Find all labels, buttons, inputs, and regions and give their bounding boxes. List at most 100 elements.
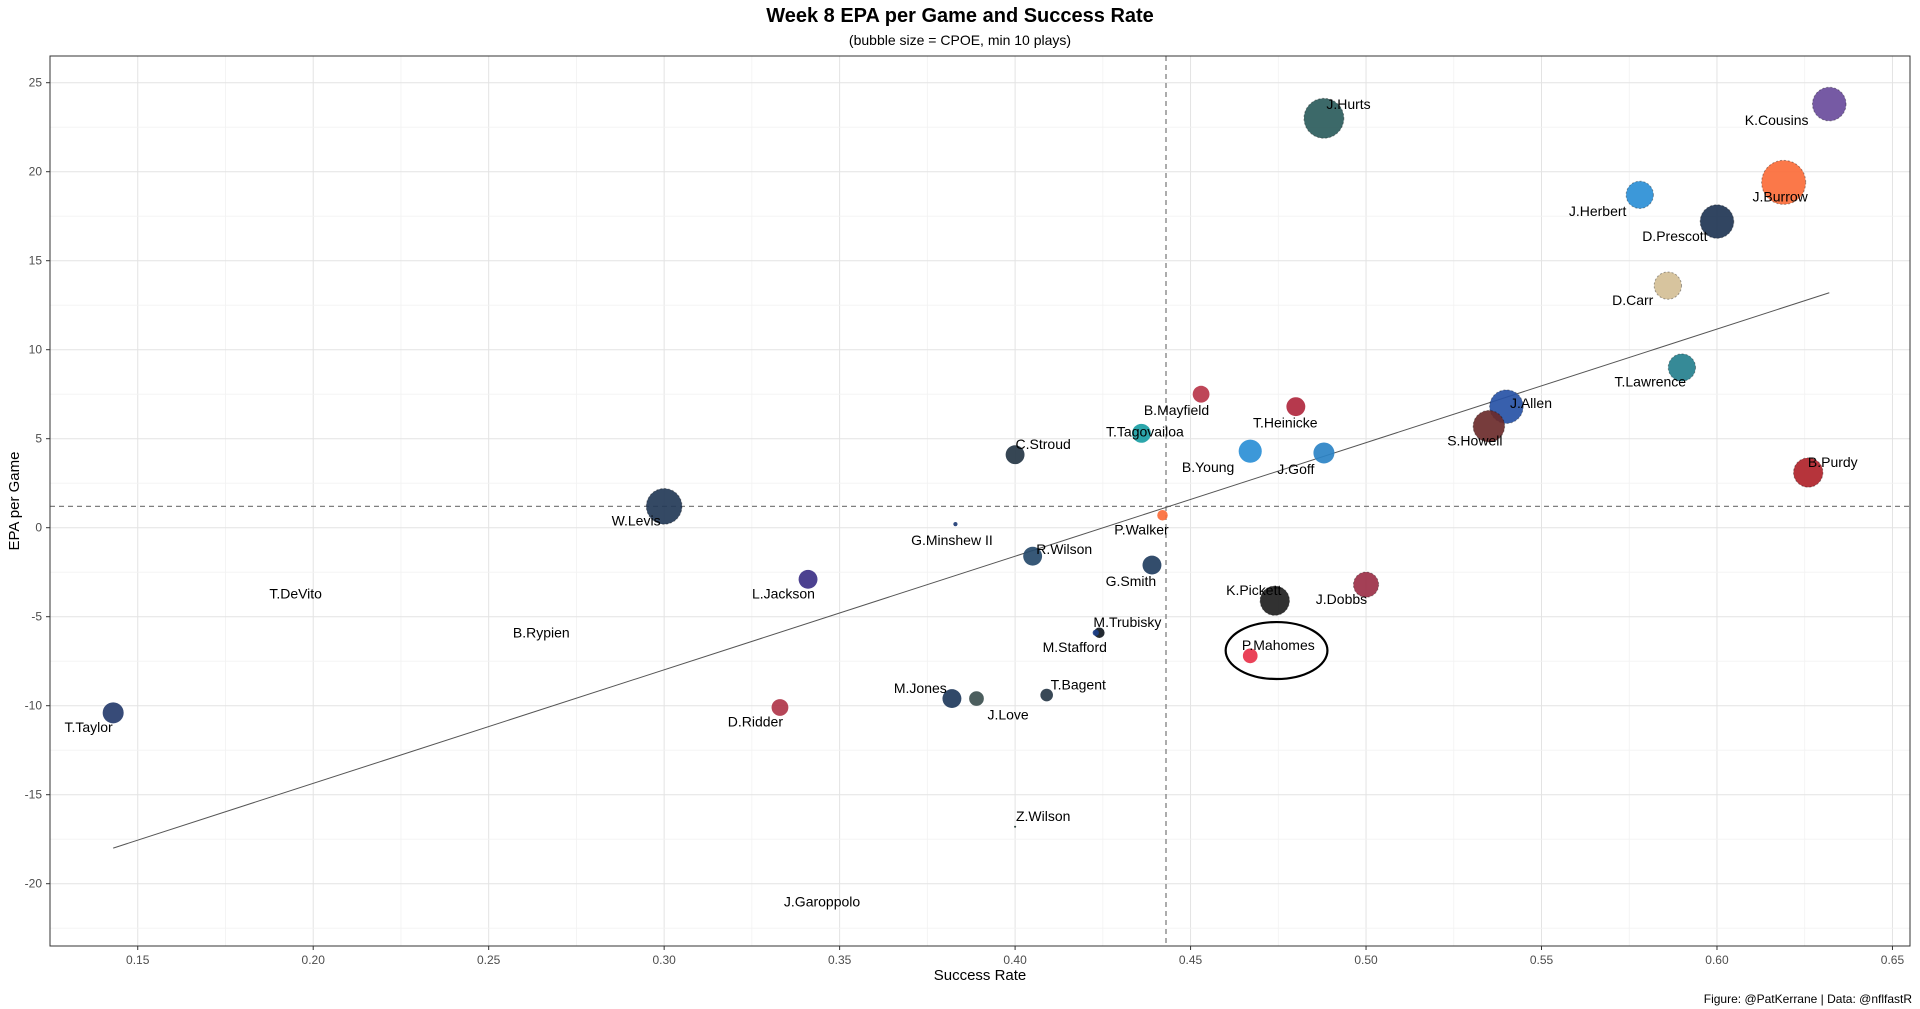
data-point <box>1040 688 1053 702</box>
point-label: D.Prescott <box>1642 228 1707 244</box>
x-tick-label: 0.60 <box>1705 953 1729 967</box>
y-tick-label: 25 <box>29 76 43 90</box>
data-point <box>798 569 818 589</box>
x-tick-label: 0.15 <box>126 953 150 967</box>
data-point <box>1142 555 1162 575</box>
data-point <box>1014 825 1017 828</box>
data-point <box>1005 445 1025 465</box>
point-label: T.Taylor <box>64 719 113 735</box>
plot-border <box>49 55 1911 947</box>
x-axis-title: Success Rate <box>934 967 1027 984</box>
data-point <box>1192 385 1210 403</box>
x-tick-label: 0.35 <box>828 953 852 967</box>
y-tick-label: -5 <box>31 610 42 624</box>
data-point <box>969 691 984 706</box>
data-point <box>1286 397 1306 417</box>
chart-subtitle: (bubble size = CPOE, min 10 plays) <box>848 32 1072 48</box>
highlight-ellipse <box>1224 620 1329 681</box>
data-point <box>1472 409 1506 443</box>
y-tick-label: -20 <box>25 877 43 891</box>
plot-background <box>50 56 1910 946</box>
data-point <box>1259 585 1290 616</box>
point-label: K.Pickett <box>1226 582 1281 598</box>
x-tick-label: 0.30 <box>652 953 676 967</box>
point-label: L.Jackson <box>752 586 815 602</box>
data-point <box>1667 353 1697 382</box>
data-point <box>1023 546 1043 566</box>
data-point <box>1653 271 1682 300</box>
y-axis-title: EPA per Game <box>6 452 23 551</box>
axes: 0.15 0.20 0.25 0.30 0.35 0.40 0.45 0.50 0.55 0.60… <box>25 76 1905 967</box>
x-tick-label: 0.20 <box>302 953 326 967</box>
point-label: B.Mayfield <box>1144 402 1209 418</box>
y-tick-label: -10 <box>25 699 43 713</box>
point-label: K.Cousins <box>1745 112 1809 128</box>
point-label: J.Allen <box>1510 395 1552 411</box>
point-label: P.Mahomes <box>1242 637 1315 653</box>
point-label: T.Bagent <box>1051 676 1106 692</box>
y-tick-label: -15 <box>25 788 43 802</box>
data-point <box>1157 509 1168 521</box>
data-point <box>645 487 683 525</box>
x-tick-label: 0.40 <box>1003 953 1027 967</box>
point-label: G.Smith <box>1106 573 1157 589</box>
data-point <box>1761 159 1807 205</box>
point-label: Z.Wilson <box>1016 808 1070 824</box>
point-label: J.Garoppolo <box>784 894 860 910</box>
x-tick-label: 0.65 <box>1881 953 1905 967</box>
point-label: P.Walker <box>1114 521 1169 537</box>
data-point <box>1793 457 1824 488</box>
data-point <box>953 522 958 527</box>
point-label: T.Lawrence <box>1615 374 1687 390</box>
point-label: W.Levis <box>612 513 661 529</box>
y-tick-label: 10 <box>29 343 43 357</box>
chart-caption: Figure: @PatKerrane | Data: @nflfastR <box>1703 992 1912 1006</box>
point-label: J.Goff <box>1277 461 1314 477</box>
point-label: R.Wilson <box>1036 541 1092 557</box>
points-layer <box>102 86 1847 828</box>
point-label: J.Dobbs <box>1316 591 1367 607</box>
point-label: J.Hurts <box>1326 96 1370 112</box>
trend-line-layer <box>113 292 1830 849</box>
point-label: J.Burrow <box>1753 189 1809 205</box>
y-tick-label: 5 <box>35 432 42 446</box>
point-label: B.Rypien <box>513 625 570 641</box>
point-labels-layer: J.Hurts K.Cousins J.Burrow J.Herbert D.Presc… <box>64 96 1857 909</box>
point-label: T.DeVito <box>269 586 322 602</box>
x-tick-label: 0.45 <box>1179 953 1203 967</box>
point-label: J.Herbert <box>1569 203 1627 219</box>
x-tick-label: 0.55 <box>1530 953 1554 967</box>
chart-title: Week 8 EPA per Game and Success Rate <box>766 5 1154 27</box>
x-tick-label: 0.50 <box>1354 953 1378 967</box>
point-label: T.Heinicke <box>1253 415 1318 431</box>
point-label: J.Love <box>987 707 1028 723</box>
y-tick-label: 15 <box>29 254 43 268</box>
y-tick-label: 20 <box>29 165 43 179</box>
point-label: D.Carr <box>1612 292 1654 308</box>
reference-lines <box>50 56 1910 946</box>
data-point <box>1242 648 1258 664</box>
trend-line <box>113 292 1830 849</box>
point-label: M.Jones <box>894 680 947 696</box>
point-label: M.Trubisky <box>1093 614 1161 630</box>
point-label: S.Howell <box>1447 432 1502 448</box>
data-point <box>1092 629 1099 636</box>
x-tick-label: 0.25 <box>477 953 501 967</box>
point-label: M.Stafford <box>1043 639 1107 655</box>
point-label: D.Ridder <box>728 714 784 730</box>
data-point <box>1303 97 1345 139</box>
grid-lines <box>50 56 1910 946</box>
point-label: G.Minshew II <box>911 532 993 548</box>
data-point <box>1131 423 1151 443</box>
data-point <box>942 689 962 709</box>
data-point <box>1238 439 1262 463</box>
data-point <box>1313 442 1335 464</box>
data-point <box>771 699 789 716</box>
data-point <box>1699 204 1735 239</box>
highlight-layer <box>1224 620 1329 681</box>
data-point <box>1352 571 1380 598</box>
point-label: T.Tagovailoa <box>1106 424 1184 440</box>
point-label: C.Stroud <box>1016 436 1071 452</box>
y-tick-label: 0 <box>35 521 42 535</box>
